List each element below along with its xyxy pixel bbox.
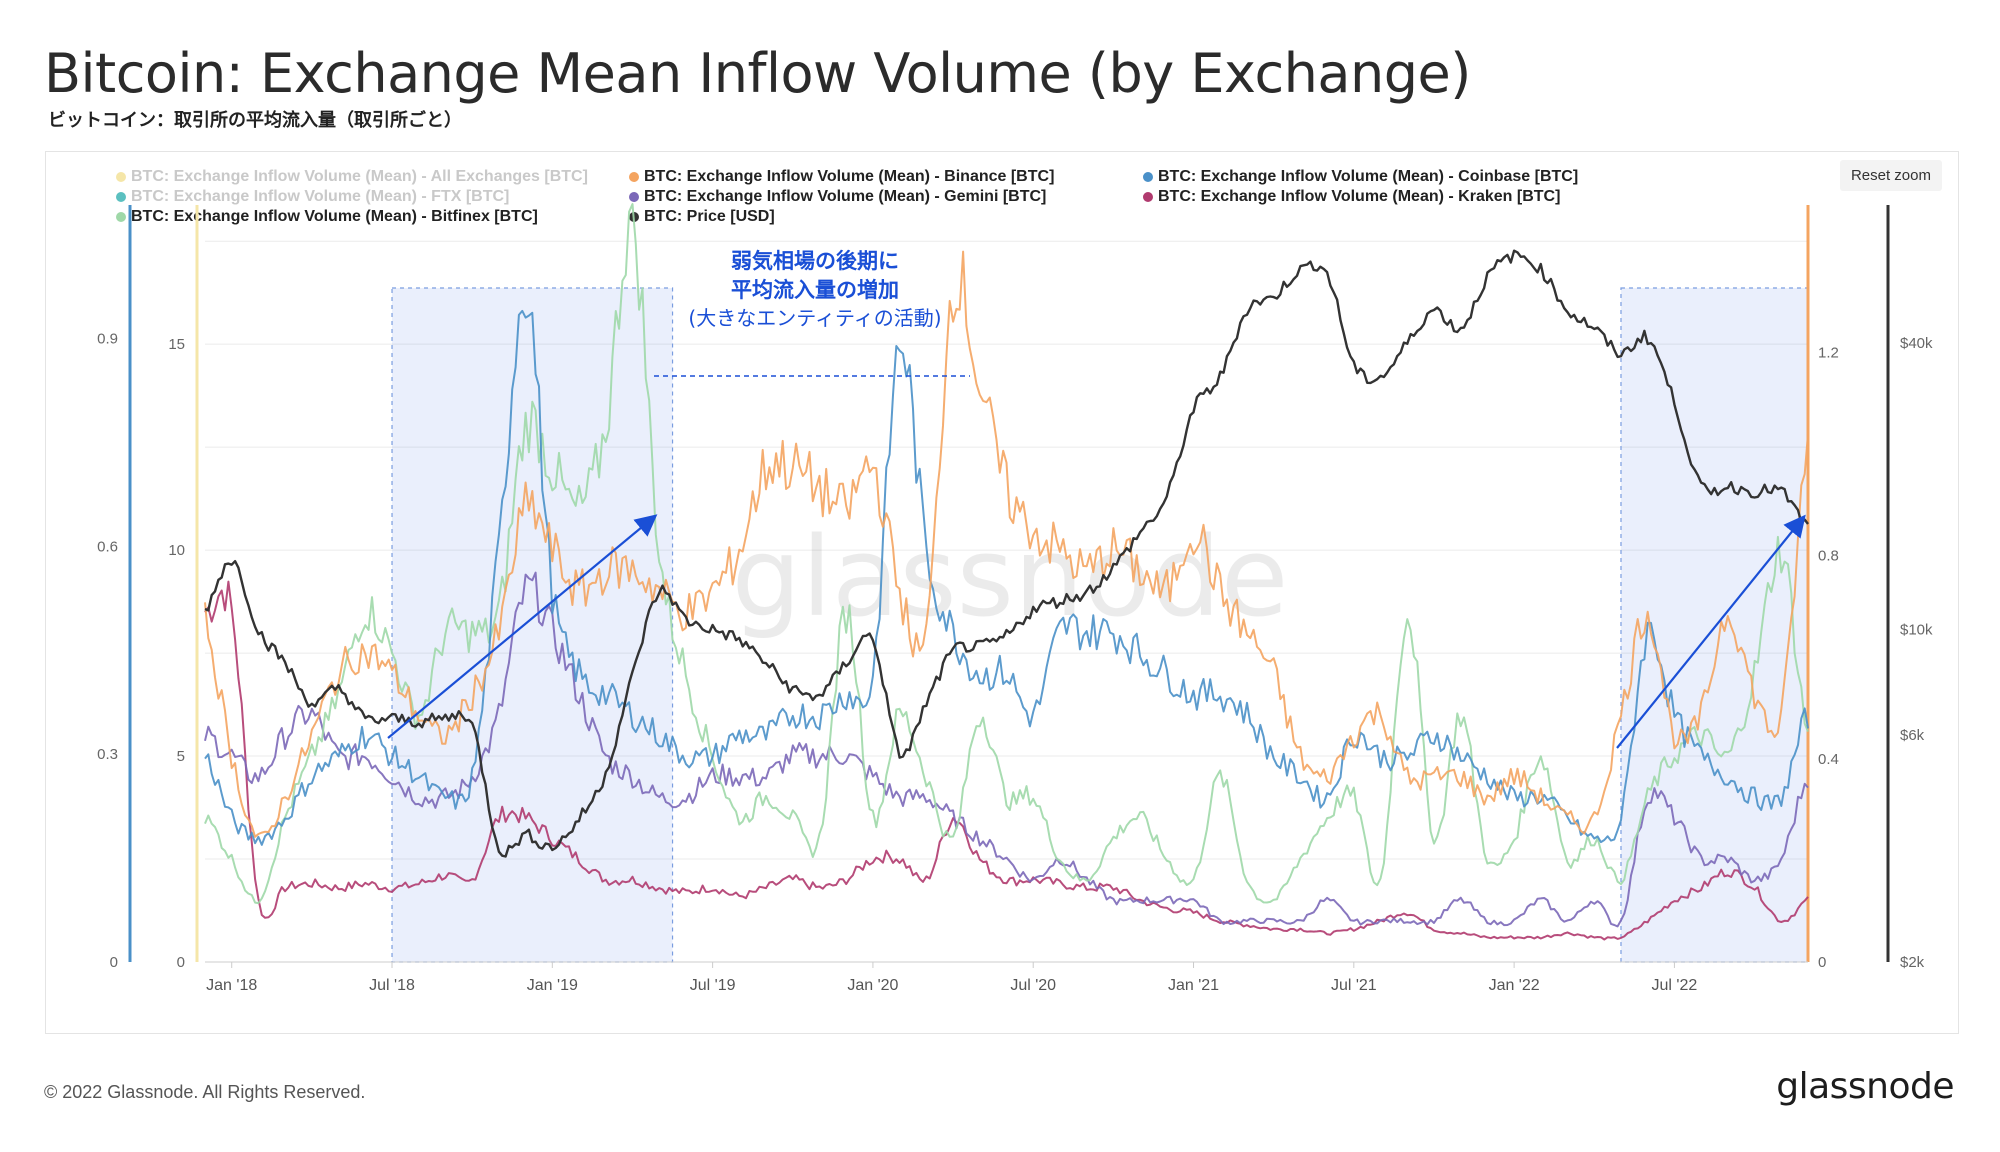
y-tick-label: 0.3 <box>97 746 118 763</box>
glassnode-logo: glassnode <box>1776 1066 1954 1107</box>
trend-arrow <box>387 514 658 739</box>
chart-panel: Reset zoom BTC: Exchange Inflow Volume (… <box>45 151 1959 1034</box>
x-tick-label: Jan '21 <box>1168 977 1219 994</box>
legend-item[interactable]: BTC: Exchange Inflow Volume (Mean) - Coi… <box>1143 168 1578 186</box>
y-tick-label: 0 <box>177 954 185 971</box>
legend-dot-icon <box>1143 172 1153 182</box>
page-subtitle: ビットコイン：取引所の平均流入量（取引所ごと） <box>48 110 462 131</box>
y-tick-label: 0 <box>110 954 118 971</box>
x-tick-label: Jul '22 <box>1652 977 1698 994</box>
series-line-binance <box>204 250 1809 838</box>
legend-dot-icon <box>116 172 126 182</box>
series-line-kraken <box>204 580 1809 941</box>
legend-item[interactable]: BTC: Exchange Inflow Volume (Mean) - Gem… <box>629 188 1046 206</box>
y-tick-label: $40k <box>1900 335 1933 352</box>
x-tick-label: Jul '20 <box>1010 977 1056 994</box>
annotation-text: 平均流入量の増加 <box>731 278 899 302</box>
annotation-text: 弱気相場の後期に <box>731 249 899 273</box>
y-tick-label: 5 <box>177 748 185 765</box>
series-line-coinbase <box>204 309 1809 846</box>
y-tick-label: $10k <box>1900 622 1933 639</box>
legend-item[interactable]: BTC: Exchange Inflow Volume (Mean) - Bin… <box>629 168 1054 186</box>
x-tick-label: Jan '18 <box>206 977 257 994</box>
page-title: Bitcoin: Exchange Mean Inflow Volume (by… <box>44 42 1471 105</box>
y-tick-label: $2k <box>1900 954 1925 971</box>
x-tick-label: Jan '19 <box>527 977 578 994</box>
legend-dot-icon <box>1143 192 1153 202</box>
y-tick-label: 0 <box>1818 954 1826 971</box>
legend-label: BTC: Exchange Inflow Volume (Mean) - Coi… <box>1158 168 1579 185</box>
legend-dot-icon <box>116 192 126 202</box>
legend-label: BTC: Exchange Inflow Volume (Mean) - All… <box>131 168 588 185</box>
y-tick-label: 1.2 <box>1818 344 1839 361</box>
x-tick-label: Jul '18 <box>369 977 415 994</box>
legend-dot-icon <box>629 172 639 182</box>
y-tick-label: 0.4 <box>1818 751 1839 768</box>
legend-item[interactable]: BTC: Exchange Inflow Volume (Mean) - All… <box>116 168 588 186</box>
y-tick-label: 15 <box>168 336 185 353</box>
y-tick-label: $6k <box>1900 727 1925 744</box>
copyright-footer: © 2022 Glassnode. All Rights Reserved. <box>44 1082 366 1102</box>
y-tick-label: 0.8 <box>1818 548 1839 565</box>
legend-item[interactable]: BTC: Exchange Inflow Volume (Mean) - Kra… <box>1143 188 1560 206</box>
series-line-bitfinex <box>204 203 1809 905</box>
y-tick-label: 10 <box>168 542 185 559</box>
legend-label: BTC: Exchange Inflow Volume (Mean) - Gem… <box>644 188 1047 205</box>
x-tick-label: Jan '20 <box>847 977 898 994</box>
legend-label: BTC: Exchange Inflow Volume (Mean) - FTX… <box>131 188 510 205</box>
legend-item[interactable]: BTC: Exchange Inflow Volume (Mean) - Bit… <box>116 208 538 226</box>
legend-label: BTC: Exchange Inflow Volume (Mean) - Kra… <box>1158 188 1561 205</box>
trend-arrow <box>1616 514 1806 749</box>
highlight-range <box>391 287 674 963</box>
legend-label: BTC: Price [USD] <box>644 208 775 225</box>
highlight-range <box>1620 287 1809 963</box>
legend-label: BTC: Exchange Inflow Volume (Mean) - Bin… <box>644 168 1055 185</box>
legend-item[interactable]: BTC: Exchange Inflow Volume (Mean) - FTX… <box>116 188 509 206</box>
y-tick-label: 0.6 <box>97 538 118 555</box>
x-tick-label: Jul '21 <box>1331 977 1377 994</box>
watermark: glassnode <box>732 513 1289 641</box>
legend-dot-icon <box>629 192 639 202</box>
series-line-gemini <box>204 571 1809 928</box>
reset-zoom-button[interactable]: Reset zoom <box>1839 160 1942 191</box>
legend-dot-icon <box>116 212 126 222</box>
x-tick-label: Jan '22 <box>1489 977 1540 994</box>
annotation-text: (大きなエンティティの活動) <box>688 306 941 330</box>
series-line-price <box>204 249 1809 858</box>
legend-label: BTC: Exchange Inflow Volume (Mean) - Bit… <box>131 208 538 225</box>
x-tick-label: Jul '19 <box>690 977 736 994</box>
y-tick-label: 0.9 <box>97 331 118 348</box>
